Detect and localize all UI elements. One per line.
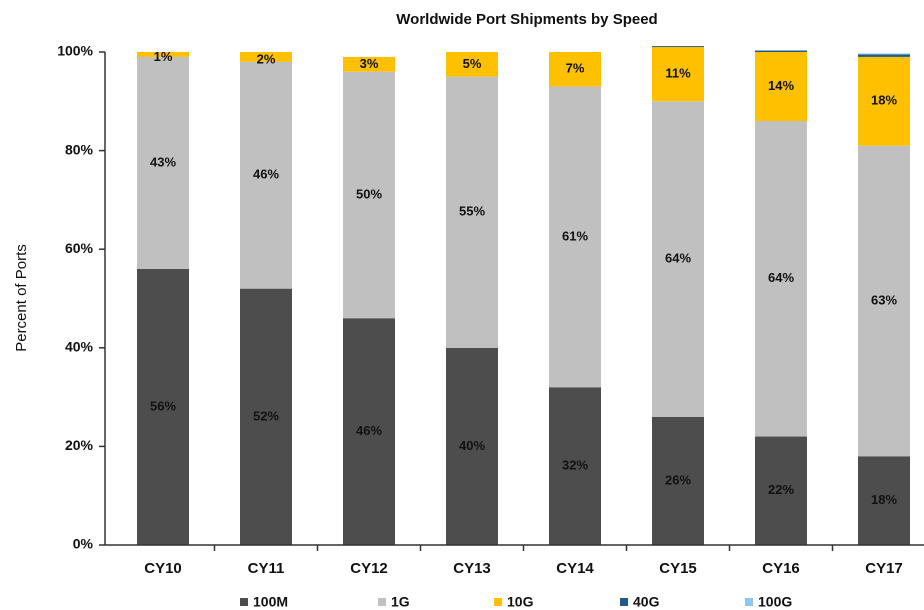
x-tick-label: CY15 bbox=[659, 560, 697, 577]
data-label: 2% bbox=[257, 51, 276, 66]
data-label: 55% bbox=[459, 204, 485, 219]
data-label: 56% bbox=[150, 398, 176, 413]
bar-segment bbox=[446, 52, 498, 77]
data-label: 26% bbox=[665, 472, 691, 487]
x-tick-label: CY14 bbox=[556, 560, 594, 577]
y-axis-label: Percent of Ports bbox=[13, 244, 30, 352]
data-label: 50% bbox=[356, 186, 382, 201]
data-label: 43% bbox=[150, 154, 176, 169]
bar-segment bbox=[652, 101, 704, 417]
bar-segment bbox=[755, 50, 807, 52]
legend-swatch bbox=[378, 598, 386, 606]
data-label: 18% bbox=[871, 93, 897, 108]
legend-swatch bbox=[494, 598, 502, 606]
bar-segment bbox=[446, 76, 498, 348]
data-label: 64% bbox=[665, 250, 691, 265]
bar-segment bbox=[549, 52, 601, 87]
bar-segment bbox=[549, 387, 601, 545]
y-tick-label: 100% bbox=[57, 43, 93, 59]
y-tick-label: 40% bbox=[65, 339, 94, 355]
bar-segment bbox=[343, 71, 395, 319]
x-tick-label: CY11 bbox=[248, 560, 285, 577]
bar-segment bbox=[240, 288, 292, 545]
bar-segment bbox=[858, 54, 910, 57]
plot-area bbox=[137, 46, 910, 545]
bar-segment bbox=[343, 56, 395, 72]
data-label: 46% bbox=[253, 167, 279, 182]
data-label: 63% bbox=[871, 292, 897, 307]
bar-segment bbox=[652, 46, 704, 48]
y-tick-label: 60% bbox=[65, 240, 94, 256]
x-tick-label: CY10 bbox=[144, 560, 182, 577]
data-label: 61% bbox=[562, 228, 588, 243]
x-tick-label: CY16 bbox=[762, 560, 800, 577]
data-label: 3% bbox=[360, 56, 379, 71]
bar-segment bbox=[240, 52, 292, 62]
y-tick-label: 80% bbox=[65, 141, 94, 157]
legend-label: 100M bbox=[253, 594, 288, 610]
data-label: 7% bbox=[566, 61, 585, 76]
bar-segment bbox=[755, 121, 807, 437]
x-tick-label: CY17 bbox=[865, 560, 903, 577]
data-label: 18% bbox=[871, 492, 897, 507]
bar-segment bbox=[343, 318, 395, 545]
data-label: 32% bbox=[562, 458, 588, 473]
bar-segment bbox=[446, 347, 498, 545]
bar-segment bbox=[858, 53, 910, 55]
bar-segment bbox=[858, 456, 910, 545]
x-tick-label: CY12 bbox=[350, 560, 388, 577]
bar-segment bbox=[549, 86, 601, 388]
data-label: 1% bbox=[154, 49, 173, 64]
x-tick-label: CY13 bbox=[453, 560, 491, 577]
chart-title: Worldwide Port Shipments by Speed bbox=[396, 11, 657, 28]
legend-swatch bbox=[745, 598, 753, 606]
bar-segment bbox=[755, 52, 807, 122]
data-label: 52% bbox=[253, 408, 279, 423]
legend-swatch bbox=[240, 598, 248, 606]
legend-label: 40G bbox=[633, 594, 660, 610]
data-label: 40% bbox=[459, 438, 485, 453]
data-label: 14% bbox=[768, 78, 794, 93]
y-tick-label: 20% bbox=[65, 437, 94, 453]
data-label: 22% bbox=[768, 482, 794, 497]
data-label: 5% bbox=[463, 56, 482, 71]
y-tick-label: 0% bbox=[73, 536, 94, 552]
data-label: 64% bbox=[768, 270, 794, 285]
legend-swatch bbox=[620, 598, 628, 606]
bar-segment bbox=[137, 52, 189, 57]
data-label: 11% bbox=[665, 66, 691, 81]
bar-segment bbox=[240, 61, 292, 289]
bar-segment bbox=[137, 268, 189, 545]
bar-segment bbox=[755, 436, 807, 545]
legend-label: 1G bbox=[391, 594, 410, 610]
legend-label: 100G bbox=[758, 594, 792, 610]
data-label: 46% bbox=[356, 423, 382, 438]
bar-segment bbox=[652, 416, 704, 545]
bar-segment bbox=[652, 47, 704, 102]
bar-segment bbox=[858, 56, 910, 146]
bar-segment bbox=[137, 56, 189, 269]
legend-label: 10G bbox=[507, 594, 534, 610]
bar-segment bbox=[858, 145, 910, 457]
